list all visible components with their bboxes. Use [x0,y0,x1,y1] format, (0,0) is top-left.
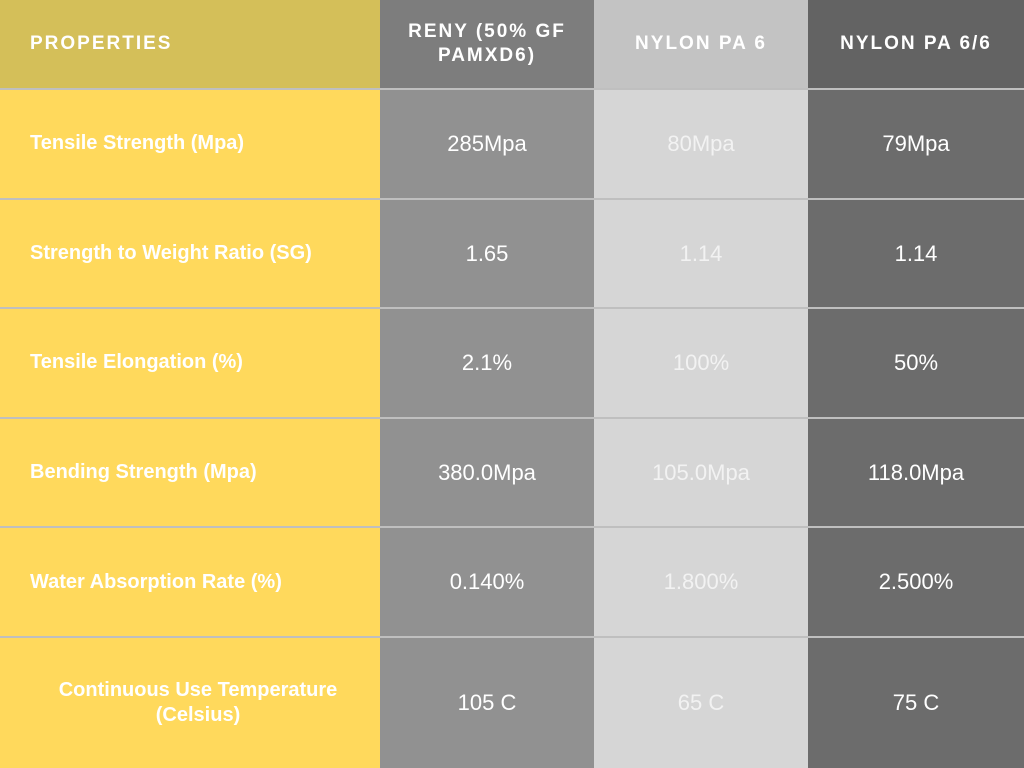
row-value-water-absorption-pa66: 2.500% [808,528,1024,636]
table-row-continuous-use-temperature: Continuous Use Temperature (Celsius) 105… [0,638,1024,768]
row-label-bending-strength: Bending Strength (Mpa) [30,460,257,485]
row-value-continuous-use-temperature-pa6: 65 C [594,638,808,768]
row-value-water-absorption-pa6: 1.800% [594,528,808,636]
header-cell-reny: RENY (50% GF PAMXD6) [380,0,594,88]
row-value-strength-weight-ratio-reny: 1.65 [380,200,594,308]
row-value-tensile-strength-reny: 285Mpa [380,90,594,198]
row-label-water-absorption: Water Absorption Rate (%) [30,570,282,595]
row-value-tensile-strength-pa6: 80Mpa [594,90,808,198]
row-value-strength-weight-ratio-pa66: 1.14 [808,200,1024,308]
table-header-row: PROPERTIES RENY (50% GF PAMXD6) NYLON PA… [0,0,1024,90]
header-cell-nylon-pa66: NYLON PA 6/6 [808,0,1024,88]
header-cell-nylon-pa6: NYLON PA 6 [594,0,808,88]
row-value-bending-strength-pa66: 118.0Mpa [808,419,1024,527]
row-label-tensile-elongation: Tensile Elongation (%) [30,350,243,375]
properties-comparison-table: PROPERTIES RENY (50% GF PAMXD6) NYLON PA… [0,0,1024,768]
row-label-tensile-strength: Tensile Strength (Mpa) [30,131,244,156]
table-row-bending-strength: Bending Strength (Mpa) 380.0Mpa 105.0Mpa… [0,419,1024,529]
row-value-continuous-use-temperature-reny: 105 C [380,638,594,768]
table-row-strength-weight-ratio: Strength to Weight Ratio (SG) 1.65 1.14 … [0,200,1024,310]
row-value-tensile-elongation-reny: 2.1% [380,309,594,417]
row-label-continuous-use-temperature: Continuous Use Temperature (Celsius) [30,678,366,728]
table-row-tensile-elongation: Tensile Elongation (%) 2.1% 100% 50% [0,309,1024,419]
header-cell-properties: PROPERTIES [0,0,380,88]
row-value-tensile-elongation-pa66: 50% [808,309,1024,417]
row-value-tensile-strength-pa66: 79Mpa [808,90,1024,198]
table-row-water-absorption: Water Absorption Rate (%) 0.140% 1.800% … [0,528,1024,638]
row-value-bending-strength-pa6: 105.0Mpa [594,419,808,527]
row-value-continuous-use-temperature-pa66: 75 C [808,638,1024,768]
row-value-strength-weight-ratio-pa6: 1.14 [594,200,808,308]
row-value-water-absorption-reny: 0.140% [380,528,594,636]
row-value-tensile-elongation-pa6: 100% [594,309,808,417]
row-value-bending-strength-reny: 380.0Mpa [380,419,594,527]
table-row-tensile-strength: Tensile Strength (Mpa) 285Mpa 80Mpa 79Mp… [0,90,1024,200]
row-label-strength-weight-ratio: Strength to Weight Ratio (SG) [30,241,312,266]
